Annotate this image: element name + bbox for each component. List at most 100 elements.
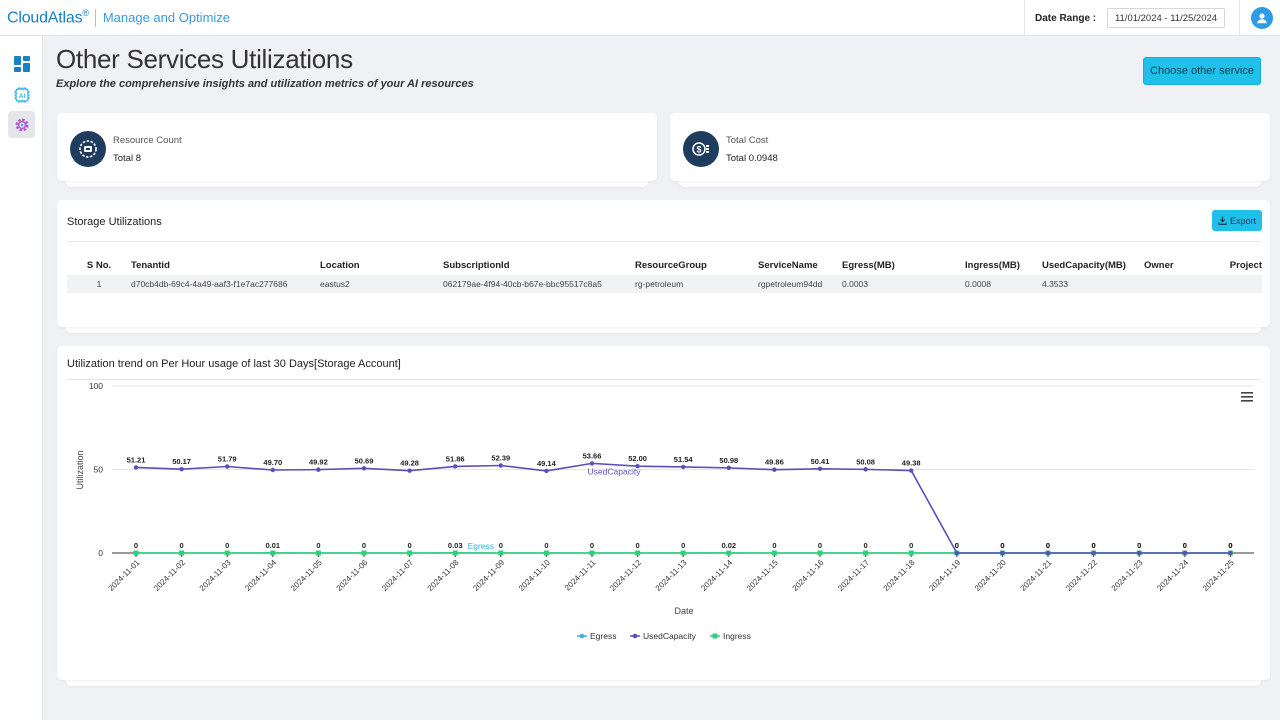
data-point-ingress[interactable] xyxy=(635,550,641,556)
data-point-usedcapacity[interactable] xyxy=(1000,550,1005,556)
data-point-ingress[interactable] xyxy=(315,550,321,556)
col-header[interactable]: Tenantid xyxy=(131,259,170,271)
data-point-usedcapacity[interactable] xyxy=(544,468,549,474)
chart-menu-icon[interactable] xyxy=(1241,392,1253,402)
data-point-usedcapacity[interactable] xyxy=(316,467,321,472)
dashboard-icon xyxy=(13,55,30,72)
data-point-ingress[interactable] xyxy=(680,550,686,556)
table-row[interactable]: 1 d70cb4db-69c4-4a49-aaf3-f1e7ac277686 e… xyxy=(67,275,1262,293)
data-point-usedcapacity[interactable] xyxy=(1228,550,1233,556)
choose-other-service-button[interactable]: Choose other service xyxy=(1143,57,1261,85)
data-point-usedcapacity[interactable] xyxy=(772,467,777,472)
data-point-ingress[interactable] xyxy=(361,550,367,556)
sidebar-item-other-services[interactable] xyxy=(8,111,35,138)
data-label-egress: 0 xyxy=(499,541,503,550)
data-point-usedcapacity[interactable] xyxy=(589,461,595,466)
data-point-ingress[interactable] xyxy=(771,550,777,556)
data-point-usedcapacity[interactable] xyxy=(1091,550,1096,556)
data-point-usedcapacity[interactable] xyxy=(635,463,640,469)
data-point-ingress[interactable] xyxy=(543,550,549,556)
data-point-usedcapacity[interactable] xyxy=(498,463,503,468)
data-point-usedcapacity[interactable] xyxy=(270,467,275,473)
col-header[interactable]: ServiceName xyxy=(758,259,818,271)
data-point-usedcapacity[interactable] xyxy=(361,466,367,471)
x-tick-label: 2024-11-02 xyxy=(152,558,187,593)
x-tick-label: 2024-11-14 xyxy=(699,558,734,593)
col-header[interactable]: UsedCapacity(MB) xyxy=(1042,259,1126,271)
sidebar-item-ai[interactable]: AI xyxy=(8,81,35,108)
col-header[interactable]: Location xyxy=(320,259,360,271)
page-subtitle: Explore the comprehensive insights and u… xyxy=(56,78,474,90)
top-bar: CloudAtlas® Manage and Optimize Date Ran… xyxy=(0,0,1280,36)
data-label-egress: 0 xyxy=(1092,541,1096,550)
page-title: Other Services Utilizations xyxy=(56,44,353,74)
data-label-egress: 0 xyxy=(1046,541,1050,550)
data-point-ingress[interactable] xyxy=(224,550,230,556)
data-label-usedcapacity: 50.17 xyxy=(172,457,191,466)
legend-item-ingress[interactable]: Ingress xyxy=(710,631,751,641)
data-point-usedcapacity[interactable] xyxy=(1137,550,1142,556)
data-point-ingress[interactable] xyxy=(270,550,276,556)
data-point-usedcapacity[interactable] xyxy=(407,468,412,473)
legend-marker xyxy=(712,633,718,639)
data-label-usedcapacity: 50.69 xyxy=(355,456,374,465)
data-point-ingress[interactable] xyxy=(726,550,732,556)
data-point-usedcapacity[interactable] xyxy=(909,468,914,473)
data-point-ingress[interactable] xyxy=(498,550,504,556)
series-line-usedcapacity xyxy=(135,462,1231,554)
data-label-usedcapacity: 0 xyxy=(1000,541,1004,550)
col-header[interactable]: Egress(MB) xyxy=(842,259,895,271)
series-annotation-usedcapacity: UsedCapacity xyxy=(588,466,642,476)
x-tick-label: 2024-11-03 xyxy=(198,558,233,593)
col-header[interactable]: Project xyxy=(1229,259,1262,271)
resource-count-label: Resource Count xyxy=(113,135,182,146)
data-point-usedcapacity[interactable] xyxy=(179,467,184,472)
col-header[interactable]: S No. xyxy=(86,259,112,271)
data-point-usedcapacity[interactable] xyxy=(1045,550,1051,556)
data-point-usedcapacity[interactable] xyxy=(863,467,868,472)
data-point-usedcapacity[interactable] xyxy=(1182,550,1188,556)
x-tick-label: 2024-11-05 xyxy=(289,558,324,593)
legend-item-egress[interactable]: Egress xyxy=(577,631,616,641)
data-point-ingress[interactable] xyxy=(179,550,185,556)
data-point-ingress[interactable] xyxy=(817,550,823,556)
data-point-usedcapacity[interactable] xyxy=(453,464,458,469)
data-label-egress: 0 xyxy=(134,541,138,550)
legend-label: UsedCapacity xyxy=(643,631,697,641)
col-header[interactable]: Ingress(MB) xyxy=(965,259,1020,271)
data-point-ingress[interactable] xyxy=(407,550,413,556)
col-header[interactable]: SubscriptionId xyxy=(443,259,510,271)
legend-item-usedcapacity[interactable]: UsedCapacity xyxy=(630,631,697,641)
data-point-usedcapacity[interactable] xyxy=(225,464,230,469)
data-point-ingress[interactable] xyxy=(589,550,595,556)
x-tick-label: 2024-11-25 xyxy=(1201,558,1236,593)
data-point-usedcapacity[interactable] xyxy=(817,466,823,472)
data-point-usedcapacity[interactable] xyxy=(133,465,139,470)
date-range-input[interactable]: 11/01/2024 - 11/25/2024 xyxy=(1107,8,1225,28)
cell-ingress: 0.0008 xyxy=(965,279,991,289)
data-label-usedcapacity: 51.21 xyxy=(127,455,146,464)
user-avatar[interactable] xyxy=(1251,7,1273,29)
data-label-usedcapacity: 50.08 xyxy=(856,457,875,466)
cell-resourcegroup: rg-petroleum xyxy=(635,279,684,289)
col-header[interactable]: ResourceGroup xyxy=(635,259,707,271)
data-label-egress: 0 xyxy=(362,541,366,550)
brand-logo[interactable]: CloudAtlas® xyxy=(7,7,89,27)
data-point-ingress[interactable] xyxy=(908,550,914,556)
data-point-ingress[interactable] xyxy=(863,550,869,556)
data-point-usedcapacity[interactable] xyxy=(954,550,959,556)
series-annotation-egress: Egress xyxy=(468,541,494,551)
data-point-usedcapacity[interactable] xyxy=(681,464,686,470)
x-tick-label: 2024-11-10 xyxy=(517,558,552,593)
data-point-usedcapacity[interactable] xyxy=(726,465,731,471)
sidebar-item-dashboard[interactable] xyxy=(8,50,35,77)
col-header[interactable]: Owner xyxy=(1144,259,1174,271)
data-point-ingress[interactable] xyxy=(133,550,139,556)
cell-location: eastus2 xyxy=(320,279,350,289)
total-cost-card: $ Total Cost Total 0.0948 xyxy=(670,113,1270,181)
table-header-row: S No. Tenantid Location SubscriptionId R… xyxy=(67,255,1262,275)
gear-icon xyxy=(15,118,28,131)
export-button[interactable]: Export xyxy=(1212,210,1262,231)
data-point-ingress[interactable] xyxy=(452,550,458,556)
brand-divider xyxy=(94,8,96,27)
